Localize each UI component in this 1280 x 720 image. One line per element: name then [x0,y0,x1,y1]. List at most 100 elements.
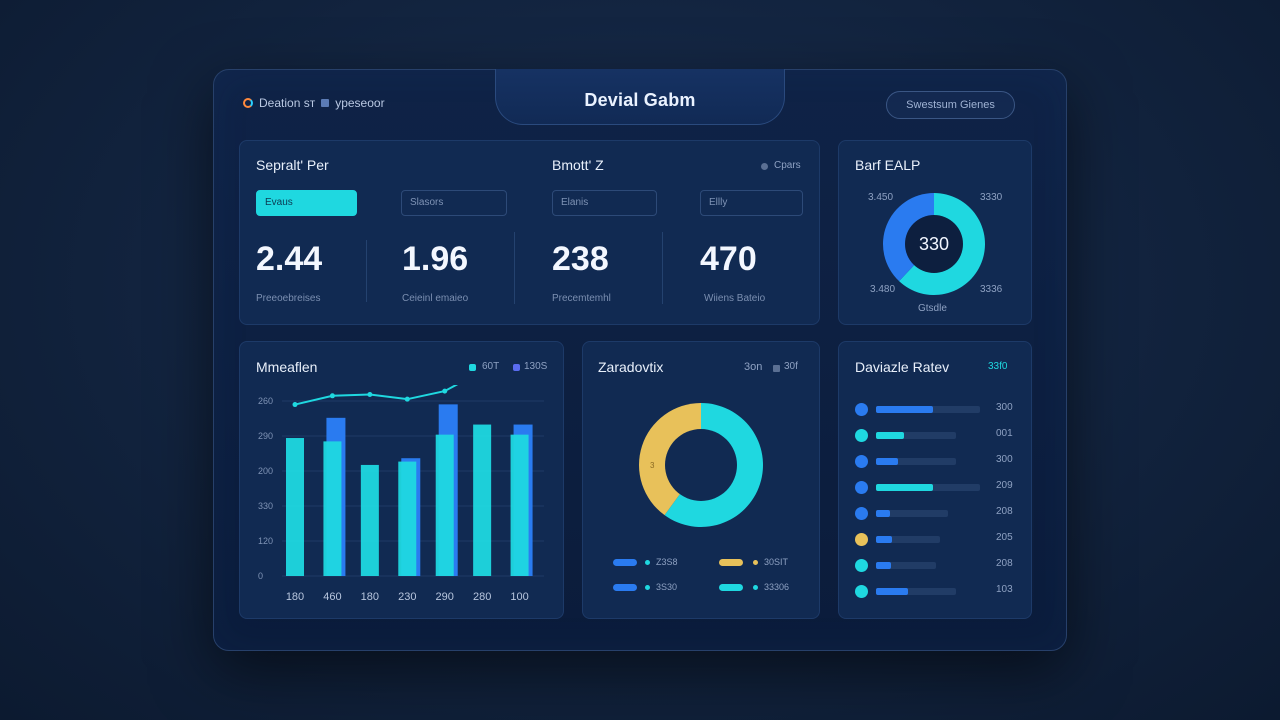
progress-track [876,406,980,413]
progress-fill [876,458,899,465]
progress-track [876,536,940,543]
kpi-title-mid: Bmott' Z [552,157,604,173]
kpi-value-3: 238 [552,240,609,278]
kpi-divider [514,232,515,304]
legend-swatch-icon [513,364,520,371]
donut-legend-pill [613,559,637,566]
list-item[interactable]: 001 [855,427,1020,443]
list-item[interactable]: 208 [855,557,1020,573]
progress-track [876,510,948,517]
line-point [404,396,410,402]
y-tick-label: 260 [258,396,273,406]
status-dot-icon [855,507,868,520]
donut-card-title: Zaradovtix [598,359,664,375]
y-tick-label: 200 [258,466,273,476]
donut-legend-dot [645,585,650,590]
list-value: 205 [996,532,1013,543]
ring-card-title: Barf EALP [855,157,921,173]
list-value: 001 [996,428,1013,439]
list-item[interactable]: 208 [855,505,1020,521]
donut-legend-dot [645,560,650,565]
ring-label-bottom-center: Gtsdle [918,303,947,314]
progress-fill [876,484,934,491]
list-card-title: Daviazle Ratev [855,359,950,375]
kpi-divider [366,240,367,302]
bar-primary [360,464,379,576]
progress-fill [876,510,891,517]
donut-meta-a: 3on [744,361,763,373]
list-item[interactable]: 209 [855,479,1020,495]
list-value: 300 [996,454,1013,465]
progress-fill [876,432,904,439]
combo-chart: 260 290 200 330 120 0 180 460 180 230 290 280 100 [258,385,544,603]
donut-center [665,429,737,501]
window-title: Devial Gabm [584,90,696,110]
progress-fill [876,536,892,543]
list-value: 208 [996,558,1013,569]
donut-legend-dot [753,585,758,590]
status-dot-icon [855,403,868,416]
bar-primary [510,434,529,576]
title-tab [495,69,785,125]
filter-chip-2[interactable]: Slasors [401,190,507,216]
progress-fill [876,588,908,595]
header-action-button[interactable]: Swestsum Gienes [886,91,1015,119]
filter-chip-4[interactable]: Ellly [700,190,803,216]
x-tick-label: 100 [510,591,528,603]
status-dot-icon [855,559,868,572]
legend-swatch-icon [469,364,476,371]
donut-legend-pill [719,584,743,591]
status-dot-icon [855,429,868,442]
filter-chip-1[interactable]: Evaus [256,190,357,216]
donut-legend-2: 30SIT [764,557,789,567]
ring-label-top-right: 3330 [980,192,1003,203]
donut-legend-pill [613,584,637,591]
y-tick-label: 120 [258,536,273,546]
combo-chart-title: Mmeaflen [256,359,318,375]
filter-chip-3[interactable]: Elanis [552,190,657,216]
x-tick-label: 180 [361,591,379,603]
x-tick-label: 230 [398,591,416,603]
kpi-divider [662,232,663,304]
donut-chart: 3 [639,403,763,527]
progress-track [876,432,956,439]
donut-meta-b: 30f [784,361,798,372]
bar-primary [398,461,417,576]
list-item[interactable]: 300 [855,453,1020,469]
kpi-title-left: Sepralt' Per [256,157,329,173]
status-dot-icon [761,163,768,170]
kpi-label-4: Wiiens Bateio [704,293,766,304]
list-value: 103 [996,584,1013,595]
progress-track [876,562,936,569]
kpi-value-2: 1.96 [402,240,469,278]
x-tick-label: 290 [436,591,454,603]
list-value: 208 [996,506,1013,517]
ring-label-bottom-left: 3.480 [870,284,896,295]
ring-label-bottom-right: 3336 [980,284,1003,295]
combo-legend-2: 130S [524,361,548,372]
status-dot-icon [855,533,868,546]
ring-center-value: 330 [919,234,949,254]
kpi-value-1: 2.44 [256,240,323,278]
x-tick-label: 280 [473,591,491,603]
progress-fill [876,406,934,413]
list-item[interactable]: 300 [855,401,1020,417]
list-item[interactable]: 205 [855,531,1020,547]
list-item[interactable]: 103 [855,583,1020,599]
line-point [442,388,448,394]
kpi-value-4: 470 [700,240,757,278]
ring-chart: 330 [883,193,985,295]
donut-legend-pill [719,559,743,566]
bar-primary [435,434,454,576]
list-card-meta: 33f0 [988,361,1008,372]
brand-logo-icon [243,98,253,108]
brand-name: Deation sт [259,96,316,110]
brand[interactable]: Deation sт ypeseoor [243,96,385,110]
kpi-label-2: Ceieinl emaieo [402,293,469,304]
y-tick-label: 0 [258,571,263,581]
line-point [367,391,373,397]
kpi-label-1: Preeoebreises [256,293,321,304]
list-card [838,341,1032,619]
ring-center [905,215,963,273]
kpi-label-3: Precemtemhl [552,293,611,304]
